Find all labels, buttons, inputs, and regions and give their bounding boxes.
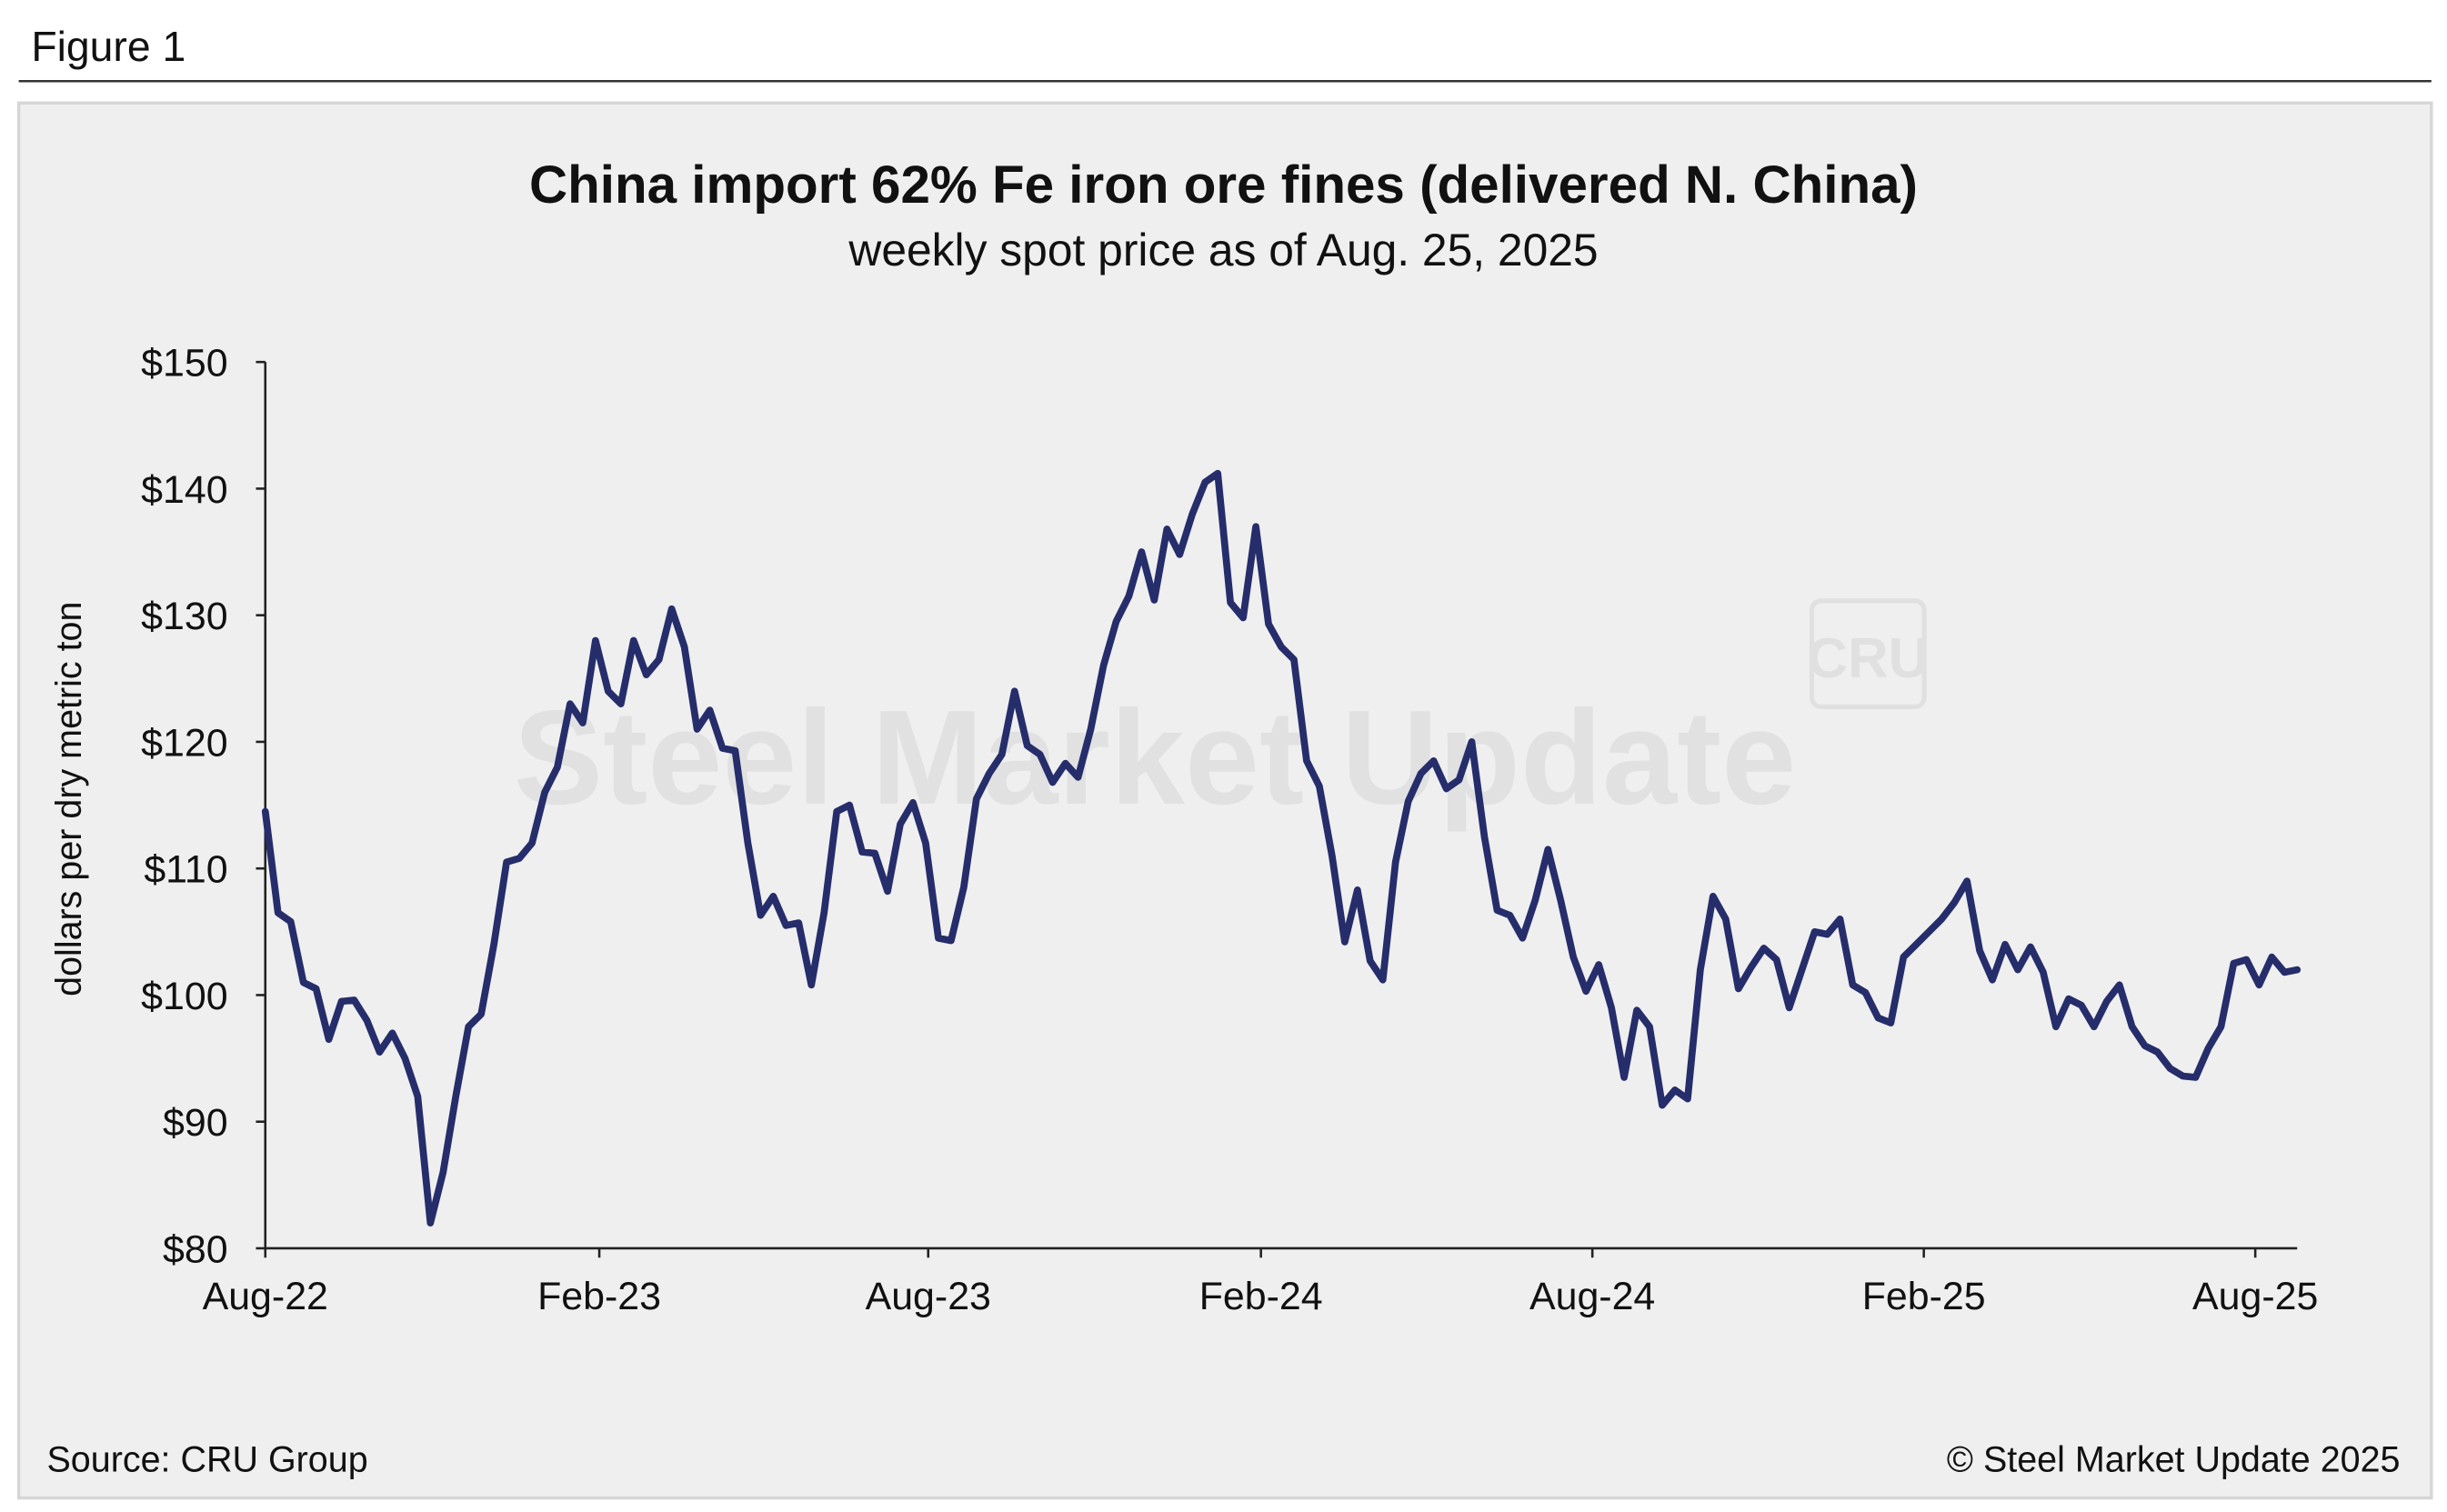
x-tick-label: Feb-23 xyxy=(537,1275,661,1318)
chart-subtitle: weekly spot price as of Aug. 25, 2025 xyxy=(847,225,1598,275)
y-tick-label: $140 xyxy=(141,468,227,512)
price-line xyxy=(261,469,2302,1227)
y-tick-label: $100 xyxy=(141,975,227,1018)
x-tick-label: Aug-25 xyxy=(2192,1275,2318,1318)
y-tick-label: $130 xyxy=(141,595,227,638)
y-tick-label: $90 xyxy=(163,1101,228,1145)
logo: CRU xyxy=(1807,627,1929,690)
x-tick-label: Feb-24 xyxy=(1199,1275,1323,1318)
x-tick-label: Aug-22 xyxy=(203,1275,328,1318)
y-tick-label: $110 xyxy=(144,848,227,892)
x-tick-label: Feb-25 xyxy=(1862,1275,1986,1318)
source: Source: CRU Group xyxy=(46,1439,367,1479)
logo-box xyxy=(1809,598,1927,710)
y-axis-label: dollars per dry metric ton xyxy=(49,602,89,996)
copyright: © Steel Market Update 2025 xyxy=(1947,1439,2401,1479)
watermark: Steel Market Update xyxy=(514,683,1797,833)
chart-title: China import 62% Fe iron ore fines (deli… xyxy=(529,155,1918,215)
y-tick-label: $80 xyxy=(163,1227,228,1271)
figure-label: Figure 1 xyxy=(31,23,186,70)
x-tick-label: Aug-23 xyxy=(866,1275,991,1318)
chart-panel xyxy=(16,101,2433,1500)
y-tick-label: $120 xyxy=(141,721,227,765)
y-tick-label: $150 xyxy=(141,342,227,386)
x-tick-label: Aug-24 xyxy=(1529,1275,1655,1318)
